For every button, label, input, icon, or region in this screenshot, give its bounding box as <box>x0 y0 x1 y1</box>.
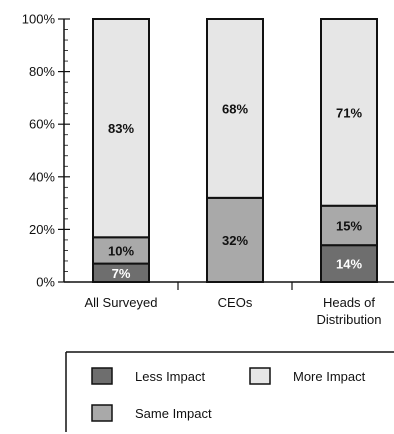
bar-segment <box>320 18 378 207</box>
x-tick-label: CEOs <box>218 295 253 310</box>
y-tick-label: 40% <box>29 169 55 184</box>
legend-label: Less Impact <box>135 369 205 384</box>
data-label: 71% <box>336 105 362 120</box>
bar-segment <box>206 18 264 199</box>
data-label: 83% <box>108 121 134 136</box>
data-label: 68% <box>222 101 248 116</box>
y-tick-label: 100% <box>22 12 56 27</box>
legend-swatch <box>91 404 113 422</box>
legend-swatch <box>249 367 271 385</box>
legend-swatch <box>91 367 113 385</box>
data-label: 32% <box>222 233 248 248</box>
y-tick-label: 0% <box>36 275 55 290</box>
data-label: 14% <box>336 257 362 272</box>
data-label: 15% <box>336 218 362 233</box>
x-tick-label: Heads of <box>323 295 375 310</box>
legend-label: More Impact <box>293 369 366 384</box>
legend: Less Impact More Impact Same Impact <box>65 351 394 432</box>
data-label: 10% <box>108 243 134 258</box>
data-label: 7% <box>112 266 131 281</box>
data-labels: 7% 10% 83% 32% 68% 14% 15% 71% <box>108 101 362 280</box>
category-labels: All Surveyed CEOs Heads of Distribution <box>85 295 382 327</box>
y-tick-label: 60% <box>29 117 55 132</box>
bars <box>92 18 378 283</box>
y-tick-label: 20% <box>29 222 55 237</box>
x-tick-label: All Surveyed <box>85 295 158 310</box>
legend-label: Same Impact <box>135 406 212 421</box>
y-tick-label: 80% <box>29 64 55 79</box>
bar-segment <box>92 18 150 239</box>
bar-segment <box>206 196 264 283</box>
bar-segment <box>320 204 378 247</box>
x-tick-label: Distribution <box>316 312 381 327</box>
